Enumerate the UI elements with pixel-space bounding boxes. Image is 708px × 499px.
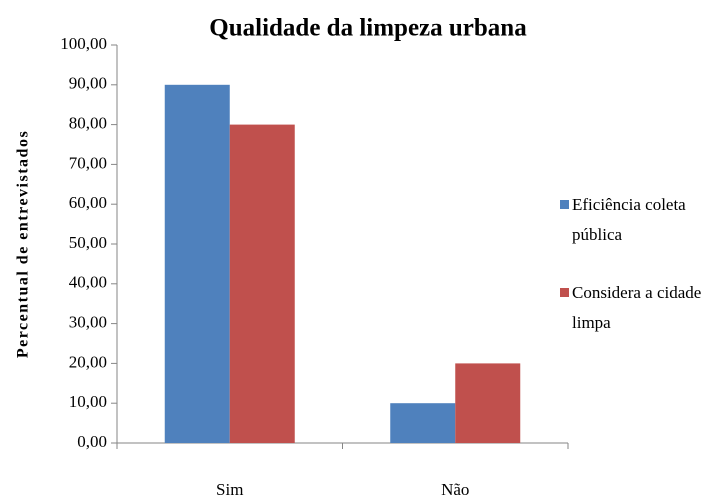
y-tick-label: 90,00 (69, 74, 107, 93)
legend-swatch (560, 288, 569, 297)
bar (390, 403, 456, 443)
legend-item: Considera a cidade limpa (560, 278, 708, 338)
y-tick-label: 10,00 (69, 392, 107, 411)
legend-item: Eficiência coleta pública (560, 190, 708, 250)
y-tick-label: 50,00 (69, 233, 107, 252)
y-tick-label: 70,00 (69, 153, 107, 172)
y-tick-label: 30,00 (69, 313, 107, 332)
y-tick-label: 0,00 (77, 432, 107, 451)
y-tick-label: 60,00 (69, 193, 107, 212)
bar (164, 84, 230, 444)
bar (229, 124, 295, 443)
legend-label: Considera a cidade limpa (572, 283, 702, 332)
x-tick-label: Sim (216, 480, 243, 499)
chart-title: Qualidade da limpeza urbana (209, 15, 527, 42)
y-tick-label: 40,00 (69, 273, 107, 292)
y-axis-label: Percentual de entrevistados (15, 130, 32, 358)
y-tick-label: 100,00 (60, 34, 107, 53)
bar (455, 363, 521, 443)
legend-swatch (560, 200, 569, 209)
x-tick-label: Não (441, 480, 469, 499)
legend-label: Eficiência coleta pública (572, 195, 686, 244)
y-tick-label: 20,00 (69, 352, 107, 371)
y-tick-label: 80,00 (69, 114, 107, 133)
